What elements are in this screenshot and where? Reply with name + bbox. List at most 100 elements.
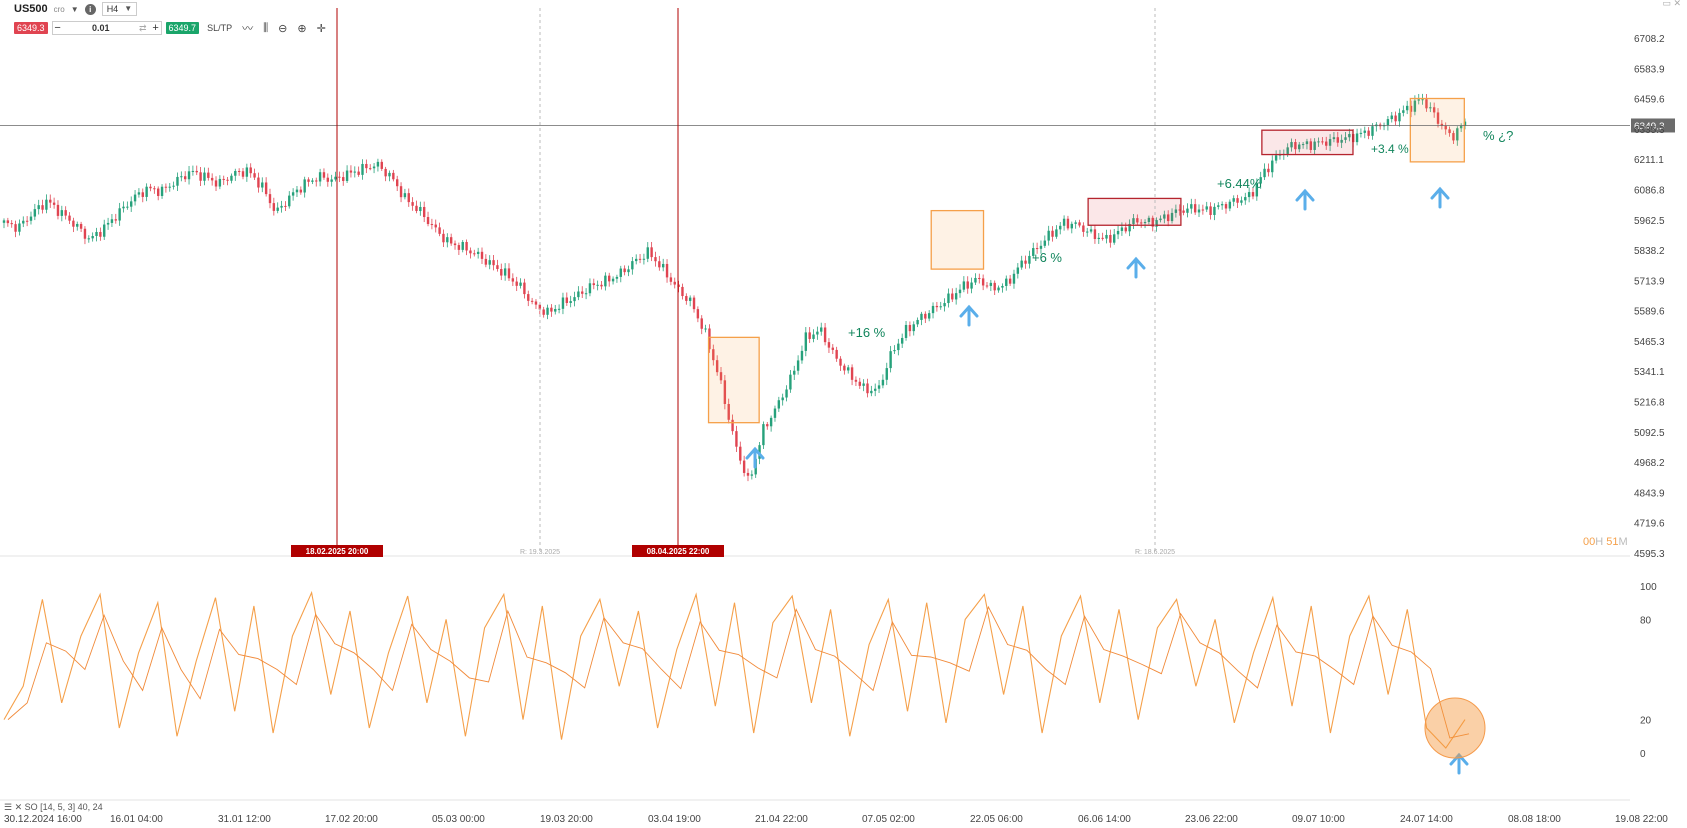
candle-body [1274,155,1278,161]
candle-body [1005,278,1008,286]
crosshair-icon[interactable]: ✛ [316,22,326,35]
candle-body [1059,225,1062,230]
info-icon[interactable]: i [84,3,96,15]
candle-body [1028,255,1031,264]
candle-body [523,282,526,295]
up-arrow-icon [745,446,765,469]
candle-body [874,388,877,391]
sltp-button[interactable]: SL/TP [207,23,233,33]
candle-body [762,424,765,446]
candle-body [349,170,353,173]
candle-body [338,176,341,178]
candle-body [446,237,449,243]
candle-body [1024,260,1027,264]
time-tick-label: 31.01 12:00 [218,814,271,825]
candle-body [1163,214,1166,219]
candle-body [1271,160,1274,173]
quantity-stepper[interactable]: − 0.01 ⇄ + [51,21,162,35]
candle-body [45,199,48,210]
candle-body [739,446,742,461]
candle-body [469,250,472,254]
range-box [1087,197,1182,226]
candle-body [735,431,738,447]
candle-body [153,188,156,190]
decrease-button[interactable]: − [54,22,61,34]
candle-body [218,178,222,187]
candle-body [893,350,896,352]
candle-body [1440,123,1444,126]
increase-button[interactable]: + [152,22,159,34]
candle-body [465,241,468,251]
candle-body [18,223,21,232]
candle-body [1082,225,1085,232]
candle-body [52,202,56,205]
candle-body [808,332,811,339]
candle-body [103,224,106,237]
candle-body [1255,183,1259,197]
candle-body [1109,234,1112,243]
candle-body [681,286,684,297]
swap-icon[interactable]: ⇄ [138,22,147,33]
candle-body [908,324,912,332]
sell-button[interactable]: 6349.3 [14,22,48,34]
candle-body [264,182,268,195]
window-controls[interactable]: ▭ ✕ [1662,0,1681,8]
candle-body [41,205,44,210]
zoom-out-icon[interactable]: ⊖ [278,22,288,35]
price-tick-label: 4968.2 [1634,458,1665,469]
countdown-timer: 00H 51M [1583,536,1628,548]
candle-body [438,227,441,234]
candle-body [642,258,646,260]
candle-body [692,297,696,310]
candle-body [461,241,464,250]
candle-body [160,186,164,196]
candle-body [1101,237,1104,239]
candle-body [149,186,152,189]
candle-body [276,207,279,211]
candle-body [1116,230,1120,235]
candle-body [816,331,819,335]
price-tick-label: 5713.9 [1634,276,1665,287]
candle-body [453,243,457,246]
candle-body [1340,139,1343,143]
candle-body [1020,260,1023,268]
quantity-value[interactable]: 0.01 [91,23,110,33]
candle-body [1012,273,1016,284]
buy-button[interactable]: 6349.7 [165,22,200,34]
candle-body [1344,137,1347,140]
candle-body [295,189,299,193]
candle-body [981,278,985,286]
up-arrow-icon [1126,256,1146,279]
line-chart-icon[interactable]: 〰 [242,23,254,35]
candle-body [114,219,117,221]
candle-body [241,171,245,177]
candle-body [1217,205,1220,207]
candle-body [106,222,110,225]
candle-body [1363,130,1366,133]
candle-body [904,324,908,338]
candle-body [315,180,318,182]
symbol-suffix: cro [53,4,65,14]
candle-body [858,381,861,386]
candle-body [449,237,453,244]
candle-body [1301,144,1305,146]
candle-body [530,300,534,302]
candles-icon[interactable]: ⫼ [263,21,269,34]
candle-body [473,253,476,255]
chevron-down-icon: ▼ [124,4,133,13]
time-tick-label: 23.06 22:00 [1185,814,1238,825]
osc-tick-label: 0 [1640,749,1646,760]
candle-body [789,374,792,390]
candle-body [492,260,495,266]
candle-body [76,223,79,227]
timeframe-select[interactable]: H4 ▼ [101,2,138,16]
candle-body [357,171,360,175]
symbol-name[interactable]: US500 [14,3,48,15]
zoom-in-icon[interactable]: ⊕ [297,22,307,35]
candle-body [515,281,518,286]
candle-body [550,307,553,312]
candle-body [1209,206,1212,215]
chevron-down-icon[interactable]: ▼ [70,4,79,14]
candle-body [1070,223,1074,229]
